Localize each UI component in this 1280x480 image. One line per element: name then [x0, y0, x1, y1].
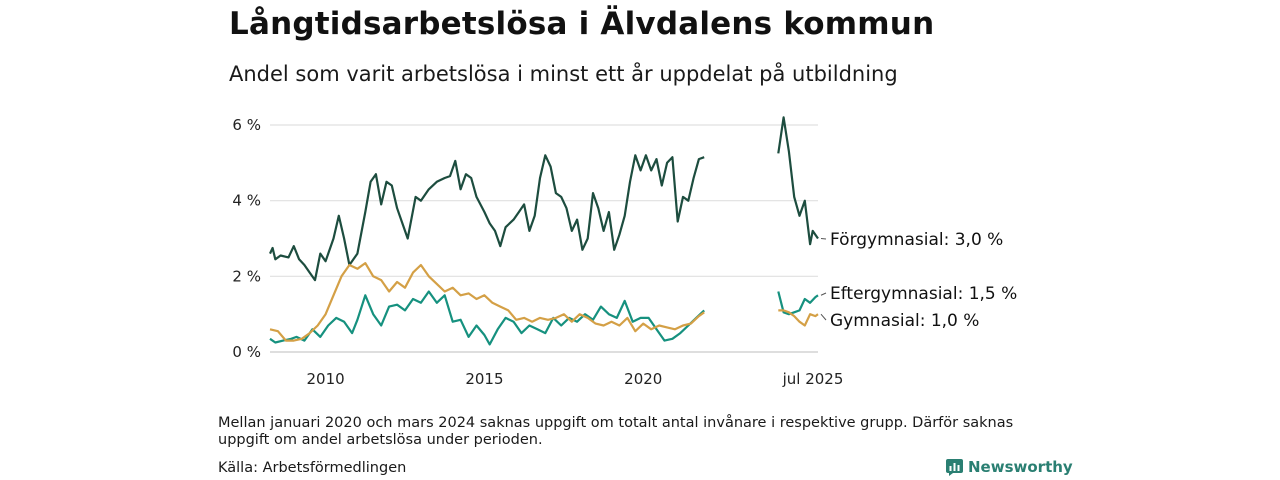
chart-subtitle: Andel som varit arbetslösa i minst ett å… [229, 62, 898, 86]
y-tick-label: 4 % [232, 192, 261, 210]
x-axis-ticks: 2010 2015 2020 jul 2025 [307, 370, 844, 388]
series-line-gymnasial [269, 262, 705, 342]
y-tick-label: 2 % [232, 267, 261, 285]
line-chart: 0 % 2 % 4 % 6 % 2010 2015 2020 jul 2025 Förgym… [232, 116, 1017, 388]
newsworthy-logo-icon [946, 458, 963, 476]
label-leader-line [820, 238, 827, 240]
y-axis-ticks: 0 % 2 % 4 % 6 % [232, 116, 261, 361]
y-tick-label: 6 % [232, 116, 261, 134]
series-end-label: Eftergymnasial: 1,5 % [830, 284, 1017, 304]
series-line-eftergymnasial [777, 291, 819, 316]
series-line-förgymnasial [777, 116, 819, 246]
series-line-förgymnasial [269, 154, 705, 282]
gridlines [270, 124, 818, 353]
series-end-label: Förgymnasial: 3,0 % [830, 230, 1003, 250]
label-leader-line [820, 313, 827, 321]
x-tick-label: 2020 [624, 370, 662, 388]
chart-note: Mellan januari 2020 och mars 2024 saknas… [218, 415, 1014, 448]
series-end-label: Gymnasial: 1,0 % [830, 311, 979, 331]
brand-name: Newsworthy [968, 458, 1073, 476]
x-tick-label: jul 2025 [782, 370, 844, 388]
series-line-eftergymnasial [269, 290, 705, 346]
chart-title: Långtidsarbetslösa i Älvdalens kommun [229, 6, 935, 42]
series-line-gymnasial [778, 309, 819, 327]
label-leader-line [820, 292, 827, 296]
series-end-labels: Förgymnasial: 3,0 % Eftergymnasial: 1,5 %… [820, 230, 1017, 331]
y-tick-label: 0 % [232, 343, 261, 361]
source-text: Källa: Arbetsförmedlingen [218, 460, 407, 476]
x-tick-label: 2015 [465, 370, 503, 388]
series-lines [269, 116, 819, 346]
x-tick-label: 2010 [307, 370, 345, 388]
brand-logo[interactable]: Newsworthy [946, 458, 1073, 476]
